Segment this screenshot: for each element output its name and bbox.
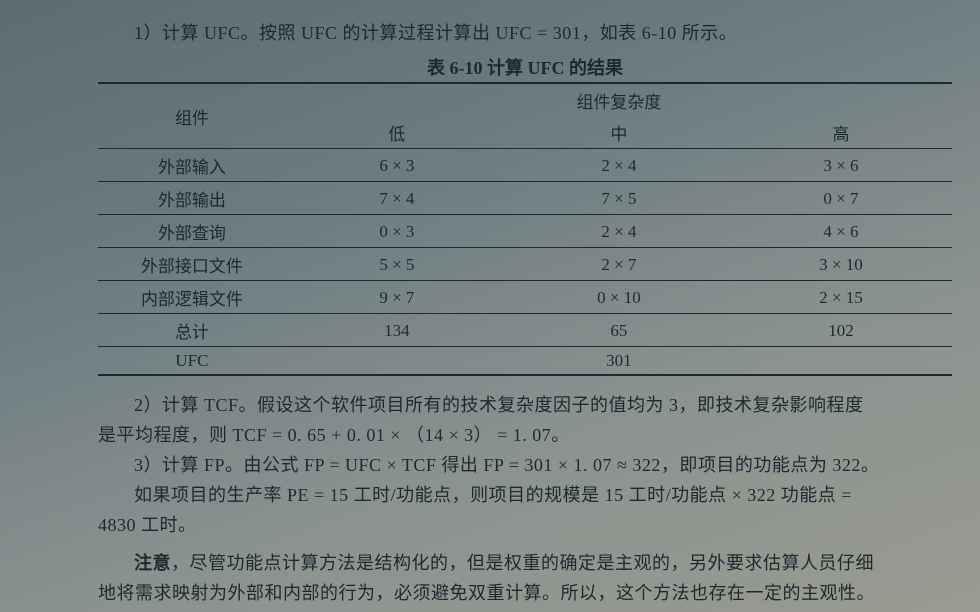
text-line-1: 1）计算 UFC。按照 UFC 的计算过程计算出 UFC = 301，如表 6-…	[98, 18, 952, 48]
cell-name: 内部逻辑文件	[98, 281, 286, 314]
cell-name: 外部输出	[98, 182, 286, 215]
ufc-table: 组件 组件复杂度 低 中 高 外部输入 6 × 3 2 × 4 3 × 6 外部…	[98, 84, 952, 374]
cell-name: 外部查询	[98, 215, 286, 248]
cell-total-low: 134	[286, 314, 508, 347]
cell-mid: 2 × 4	[508, 149, 730, 182]
spacer	[98, 540, 952, 548]
spacer	[98, 376, 952, 390]
table-total-row: 总计 134 65 102	[98, 314, 952, 347]
table-row: 外部查询 0 × 3 2 × 4 4 × 6	[98, 215, 952, 248]
note-line-a: 注意，尽管功能点计算方法是结构化的，但是权重的确定是主观的，另外要求估算人员仔细	[98, 548, 952, 578]
text-line-4a: 如果项目的生产率 PE = 15 工时/功能点，则项目的规模是 15 工时/功能…	[98, 480, 952, 510]
cell-mid: 7 × 5	[508, 182, 730, 215]
text-line-3: 3）计算 FP。由公式 FP = UFC × TCF 得出 FP = 301 ×…	[98, 450, 952, 480]
cell-total-label: 总计	[98, 314, 286, 347]
table-header-row-1: 组件 组件复杂度	[98, 84, 952, 116]
table-caption: 表 6-10 计算 UFC 的结果	[98, 54, 952, 80]
cell-low: 6 × 3	[286, 149, 508, 182]
table-row: 外部输入 6 × 3 2 × 4 3 × 6	[98, 149, 952, 182]
cell-name: 外部接口文件	[98, 248, 286, 281]
cell-high: 2 × 15	[730, 281, 952, 314]
th-component: 组件	[98, 84, 286, 149]
th-mid: 中	[508, 116, 730, 149]
note-text-a: ，尽管功能点计算方法是结构化的，但是权重的确定是主观的，另外要求估算人员仔细	[171, 553, 874, 573]
text-line-4b: 4830 工时。	[98, 510, 952, 540]
cell-low: 0 × 3	[286, 215, 508, 248]
table-row: 外部输出 7 × 4 7 × 5 0 × 7	[98, 182, 952, 215]
cell-mid: 0 × 10	[508, 281, 730, 314]
cell-mid: 2 × 7	[508, 248, 730, 281]
note-label: 注意	[134, 553, 171, 573]
cell-empty	[730, 347, 952, 375]
cell-mid: 2 × 4	[508, 215, 730, 248]
cell-total-mid: 65	[508, 314, 730, 347]
text-line-2a: 2）计算 TCF。假设这个软件项目所有的技术复杂度因子的值均为 3，即技术复杂影…	[98, 390, 952, 420]
note-line-b: 地将需求映射为外部和内部的行为，必须避免双重计算。所以，这个方法也存在一定的主观…	[98, 578, 952, 608]
cell-low: 5 × 5	[286, 248, 508, 281]
cell-low: 9 × 7	[286, 281, 508, 314]
cell-high: 3 × 6	[730, 149, 952, 182]
cell-ufc-value: 301	[508, 347, 730, 375]
cell-high: 0 × 7	[730, 182, 952, 215]
cell-total-high: 102	[730, 314, 952, 347]
th-low: 低	[286, 116, 508, 149]
cell-high: 3 × 10	[730, 248, 952, 281]
cell-empty	[286, 347, 508, 375]
cell-ufc-label: UFC	[98, 347, 286, 375]
th-complexity-group: 组件复杂度	[286, 84, 952, 116]
page-content: 1）计算 UFC。按照 UFC 的计算过程计算出 UFC = 301，如表 6-…	[0, 0, 980, 608]
ufc-table-wrapper: 组件 组件复杂度 低 中 高 外部输入 6 × 3 2 × 4 3 × 6 外部…	[98, 82, 952, 376]
table-row: 外部接口文件 5 × 5 2 × 7 3 × 10	[98, 248, 952, 281]
table-row: 内部逻辑文件 9 × 7 0 × 10 2 × 15	[98, 281, 952, 314]
cell-low: 7 × 4	[286, 182, 508, 215]
cell-high: 4 × 6	[730, 215, 952, 248]
cell-name: 外部输入	[98, 149, 286, 182]
table-ufc-row: UFC 301	[98, 347, 952, 375]
th-high: 高	[730, 116, 952, 149]
text-line-2b: 是平均程度，则 TCF = 0. 65 + 0. 01 × （14 × 3） =…	[98, 420, 952, 450]
